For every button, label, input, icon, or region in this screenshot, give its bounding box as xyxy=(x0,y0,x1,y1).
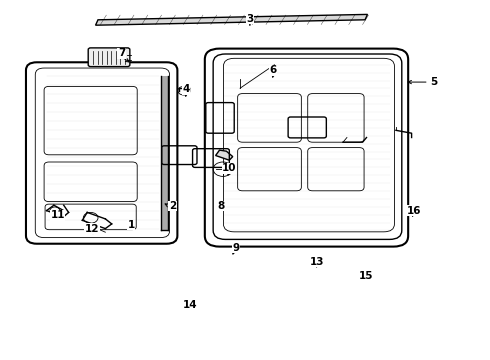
Text: 1: 1 xyxy=(128,220,135,230)
Text: 7: 7 xyxy=(118,48,125,58)
Text: 12: 12 xyxy=(85,224,99,234)
FancyBboxPatch shape xyxy=(88,48,130,67)
Text: 15: 15 xyxy=(359,271,374,282)
Text: 14: 14 xyxy=(183,300,197,310)
Text: 4: 4 xyxy=(182,84,190,94)
Text: 2: 2 xyxy=(169,201,176,211)
Polygon shape xyxy=(96,14,368,25)
Text: 6: 6 xyxy=(270,65,277,75)
Text: 11: 11 xyxy=(50,210,65,220)
Text: 5: 5 xyxy=(430,77,437,87)
Text: 16: 16 xyxy=(407,206,421,216)
Text: 3: 3 xyxy=(246,14,253,24)
Polygon shape xyxy=(216,150,233,160)
Text: 8: 8 xyxy=(218,201,225,211)
Text: 13: 13 xyxy=(310,257,325,267)
Text: 10: 10 xyxy=(222,163,237,174)
Text: 9: 9 xyxy=(233,243,240,253)
